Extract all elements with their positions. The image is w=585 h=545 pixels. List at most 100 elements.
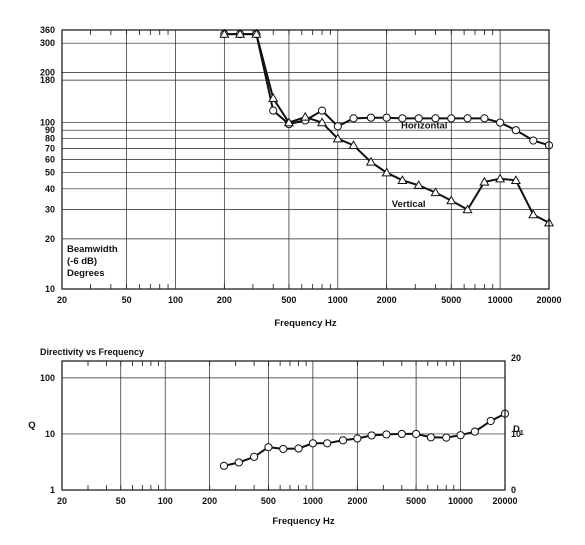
x-tick-label: 20 — [57, 295, 67, 305]
data-point-triangle — [268, 93, 279, 102]
data-point-triangle — [317, 117, 328, 127]
directivity-x-tick-labels: 20 50 100 200 500 1000 2000 5000 10000 20000 — [57, 496, 518, 506]
x-tick-label: 200 — [202, 496, 217, 506]
data-point-circle — [382, 430, 391, 439]
data-point-triangle — [462, 204, 473, 214]
directivity-chart: Directivity vs Frequency 20 50 100 200 500 10… — [28, 347, 524, 527]
y-tick-label: 50 — [45, 168, 55, 178]
directivity-y-tick-labels: 1 10 100 — [40, 373, 55, 495]
y-tick-label: 90 — [45, 125, 55, 135]
data-point-triangle — [365, 156, 376, 166]
data-point-circle — [470, 427, 479, 436]
data-point-circle — [294, 444, 303, 453]
data-point-triangle — [446, 195, 457, 205]
data-point-triangle — [479, 176, 490, 186]
x-tick-label: 100 — [168, 295, 183, 305]
beamwidth-plot-frame — [61, 29, 550, 290]
y-tick-label: 20 — [45, 234, 55, 244]
data-point-circle — [338, 436, 348, 445]
data-point-circle — [349, 114, 358, 123]
y-tick-label: 180 — [40, 75, 55, 85]
data-point-triangle — [528, 209, 539, 219]
directivity-right-tick-labels: 0 10 20 — [511, 353, 521, 495]
data-point-circle — [333, 122, 342, 131]
y-tick-label: 30 — [45, 205, 55, 215]
data-point-circle — [486, 416, 495, 426]
data-point-triangle — [348, 140, 359, 149]
beamwidth-grid — [62, 29, 549, 289]
x-tick-label: 20000 — [492, 496, 517, 506]
x-tick-label: 100 — [158, 496, 173, 506]
series-line-0 — [223, 412, 506, 467]
directivity-series — [223, 412, 506, 467]
y-axis-label-line-3: Degrees — [67, 268, 105, 279]
data-point-triangle — [283, 117, 294, 127]
data-point-triangle — [235, 28, 246, 38]
x-tick-label: 20 — [57, 496, 67, 506]
chart-title: Directivity vs Frequency — [40, 347, 144, 357]
beamwidth-chart: 20 50 100 200 500 1000 2000 5000 10000 20000 1020… — [40, 25, 562, 329]
data-point-circle — [496, 118, 505, 127]
right-tick-label: 0 — [511, 485, 516, 495]
y-tick-label: 10 — [45, 284, 55, 294]
data-point-circle — [398, 114, 407, 123]
right-tick-label: 10 — [511, 429, 521, 439]
x-axis-label: Frequency Hz — [272, 516, 335, 527]
data-point-circle — [279, 444, 288, 454]
data-point-circle — [511, 126, 520, 135]
data-point-circle — [234, 458, 243, 467]
data-point-circle — [431, 114, 440, 123]
directivity-grid — [62, 361, 505, 490]
y-tick-label: 10 — [45, 429, 55, 439]
x-tick-label: 5000 — [406, 496, 426, 506]
y-tick-label: 70 — [45, 143, 55, 153]
y-tick-label: 200 — [40, 67, 55, 77]
x-tick-label: 20000 — [536, 295, 561, 305]
data-point-circle — [317, 106, 327, 115]
data-point-triangle — [397, 175, 408, 184]
y-tick-label: 100 — [40, 118, 55, 128]
directivity-plot-frame — [61, 360, 506, 491]
data-point-circle — [264, 443, 273, 452]
y-tick-label: 80 — [45, 134, 55, 144]
data-point-triangle — [300, 111, 311, 121]
x-tick-label: 2000 — [347, 496, 367, 506]
x-axis-label: Frequency Hz — [274, 318, 337, 329]
data-point-circle — [323, 439, 332, 448]
data-point-circle — [456, 431, 465, 440]
data-point-circle — [382, 113, 391, 122]
data-point-circle — [426, 433, 436, 442]
beamwidth-x-tick-labels: 20 50 100 200 500 1000 2000 5000 10000 20000 — [57, 295, 562, 305]
data-point-circle — [219, 461, 229, 470]
x-tick-label: 1000 — [303, 496, 323, 506]
series-label-horizontal: Horizontal — [401, 121, 447, 132]
y-tick-label: 360 — [40, 25, 55, 35]
x-tick-label: 50 — [122, 295, 132, 305]
x-tick-label: 200 — [217, 295, 232, 305]
beamwidth-markers — [219, 28, 555, 227]
data-point-circle — [308, 439, 317, 448]
data-point-circle — [447, 114, 456, 123]
y-tick-label: 40 — [45, 184, 55, 194]
x-tick-label: 10000 — [488, 295, 513, 305]
y-tick-label: 60 — [45, 155, 55, 165]
data-point-circle — [367, 431, 376, 440]
d1-subscript: 1 — [520, 430, 524, 437]
data-point-triangle — [332, 133, 343, 143]
y-tick-label: 100 — [40, 373, 55, 383]
data-point-triangle — [251, 28, 262, 38]
data-point-circle — [397, 429, 406, 439]
y-axis-label-q: Q — [28, 420, 35, 431]
x-tick-label: 2000 — [377, 295, 397, 305]
x-tick-label: 50 — [116, 496, 126, 506]
x-tick-label: 5000 — [441, 295, 461, 305]
data-point-circle — [366, 113, 376, 122]
y-tick-label: 1 — [50, 485, 55, 495]
data-point-circle — [414, 114, 423, 123]
x-tick-label: 10000 — [448, 496, 473, 506]
data-point-circle — [269, 106, 278, 115]
data-point-circle — [250, 452, 259, 461]
data-point-circle — [529, 136, 538, 145]
